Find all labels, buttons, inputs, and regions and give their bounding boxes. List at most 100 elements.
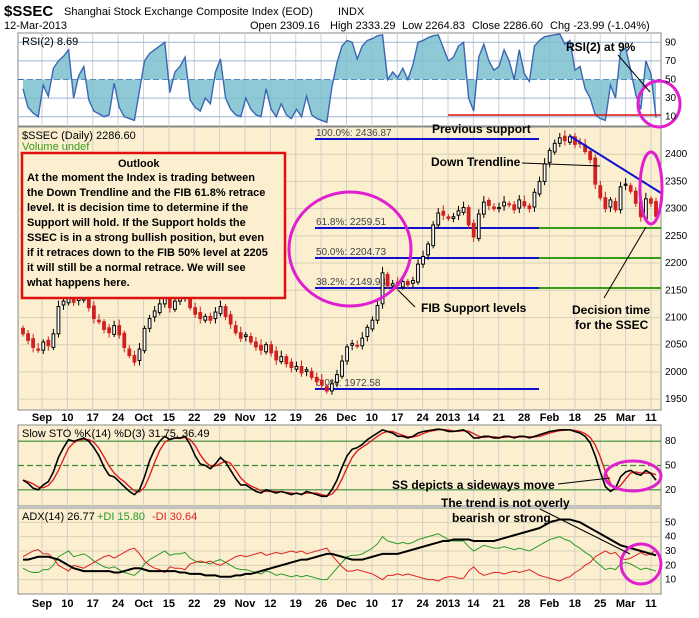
plus-di-line bbox=[22, 533, 657, 581]
x-tick-label: Sep bbox=[32, 598, 52, 610]
x-tick-label: 26 bbox=[315, 412, 327, 424]
candle-body bbox=[46, 339, 51, 347]
candle-body bbox=[259, 344, 263, 351]
candle-body bbox=[350, 343, 355, 346]
candle-body bbox=[405, 281, 410, 286]
candle-body bbox=[532, 191, 537, 208]
candle-body bbox=[512, 204, 517, 211]
adx-tick-label: 30 bbox=[665, 546, 677, 557]
candle-body bbox=[41, 341, 46, 351]
x-tick-label: 10 bbox=[61, 598, 73, 610]
sto-layer bbox=[22, 428, 657, 498]
annotations: RSI(2) at 9% Previous support Down Trend… bbox=[392, 40, 650, 525]
candle-body bbox=[294, 365, 299, 370]
candle-body bbox=[233, 325, 238, 334]
price-tick-label: 2300 bbox=[665, 204, 688, 215]
sto-label: Slow STO %K(14) %D(3) 31.75, 36.49 bbox=[22, 428, 210, 440]
x-tick-label: 11 bbox=[645, 598, 657, 610]
sto-circle bbox=[603, 459, 663, 493]
candle-body bbox=[132, 355, 137, 363]
sto-pointer bbox=[557, 477, 611, 485]
x-tick-label: 12 bbox=[264, 598, 276, 610]
candle-body bbox=[522, 201, 527, 207]
outlook-title: Outlook bbox=[118, 158, 160, 170]
candle-body bbox=[269, 344, 274, 354]
adx-line bbox=[23, 518, 657, 578]
x-tick-label: 17 bbox=[87, 598, 99, 610]
candle-body bbox=[497, 207, 501, 210]
x-tick-label: Feb bbox=[540, 412, 560, 424]
x-tick-label: 21 bbox=[493, 412, 505, 424]
candle-body bbox=[557, 137, 562, 144]
candle-body bbox=[193, 307, 198, 315]
rsi-circle bbox=[636, 79, 682, 129]
x-tick-label: 25 bbox=[594, 598, 606, 610]
outlook-line-5: SSEC is in a strong bullish position, bu… bbox=[27, 232, 264, 244]
sto-tick-label: 50 bbox=[665, 461, 677, 472]
candle-body bbox=[157, 303, 162, 314]
candle-body bbox=[633, 190, 638, 204]
sto-k-line bbox=[22, 428, 657, 498]
candle-body bbox=[431, 224, 436, 247]
candle-body bbox=[142, 327, 147, 352]
candle-body bbox=[335, 374, 339, 383]
highlight-circles bbox=[287, 79, 682, 586]
x-tick-label: 28 bbox=[518, 412, 530, 424]
x-tick-label: Oct bbox=[134, 598, 153, 610]
candle-body bbox=[613, 201, 618, 211]
candle-body bbox=[203, 315, 208, 321]
price-tick-label: 2150 bbox=[665, 285, 688, 296]
candle-body bbox=[598, 185, 603, 199]
candle-body bbox=[137, 348, 142, 361]
candle-body bbox=[416, 263, 420, 283]
x-tick-label: Dec bbox=[336, 412, 356, 424]
candle-body bbox=[107, 327, 111, 334]
x-tick-label: Nov bbox=[235, 412, 257, 424]
candle-body bbox=[61, 300, 66, 306]
x-tick-label: 11 bbox=[645, 412, 657, 424]
annot-decision-2: for the SSEC bbox=[575, 318, 649, 332]
x-tick-label: 24 bbox=[417, 598, 430, 610]
x-tick-label: 10 bbox=[366, 598, 378, 610]
annot-ss-sideways: SS depicts a sideways move bbox=[392, 478, 555, 492]
candle-body bbox=[26, 333, 30, 341]
candle-body bbox=[370, 319, 375, 330]
candle-body bbox=[492, 206, 496, 210]
rsi-tick-label: 90 bbox=[665, 37, 677, 48]
adx-tick-label: 40 bbox=[665, 532, 677, 543]
x-tick-label: 15 bbox=[163, 412, 175, 424]
candle-body bbox=[593, 157, 598, 185]
candle-body bbox=[289, 361, 294, 369]
outlook-line-7: it will still be a normal retrace. We wi… bbox=[27, 262, 246, 274]
annot-trend-2: bearish or strong. bbox=[452, 511, 554, 525]
x-tick-label: Mar bbox=[616, 598, 636, 610]
candle-body bbox=[51, 333, 56, 348]
candle-body bbox=[421, 256, 425, 265]
open-label: Open 2309.16 bbox=[250, 20, 320, 32]
x-tick-label: 19 bbox=[290, 598, 302, 610]
chart-header: $SSEC Shanghai Stock Exchange Composite … bbox=[4, 3, 650, 32]
candle-body bbox=[507, 203, 512, 206]
candle-body bbox=[122, 332, 127, 348]
date-label: 12-Mar-2013 bbox=[4, 20, 67, 32]
candle-body bbox=[208, 315, 213, 321]
symbol-label: $SSEC bbox=[4, 3, 53, 20]
candle-body bbox=[547, 149, 552, 163]
rsi-layer bbox=[22, 33, 657, 124]
rsi-pointer bbox=[617, 54, 651, 93]
outlook-line-6: if it retraces down to the FIB 50% level… bbox=[27, 247, 268, 259]
candle-body bbox=[330, 383, 334, 392]
exchange-label: INDX bbox=[338, 6, 365, 18]
annot-rsi: RSI(2) at 9% bbox=[566, 40, 636, 54]
price-tick-label: 2400 bbox=[665, 149, 688, 160]
candle-body bbox=[31, 338, 36, 348]
candle-body bbox=[152, 310, 157, 318]
x-tick-label: 29 bbox=[214, 412, 226, 424]
low-label: Low 2264.83 bbox=[402, 20, 465, 32]
rsi-tick-label: 70 bbox=[665, 56, 677, 67]
price-tick-label: 2100 bbox=[665, 312, 688, 323]
candle-body bbox=[324, 386, 329, 392]
candle-body bbox=[471, 222, 476, 238]
